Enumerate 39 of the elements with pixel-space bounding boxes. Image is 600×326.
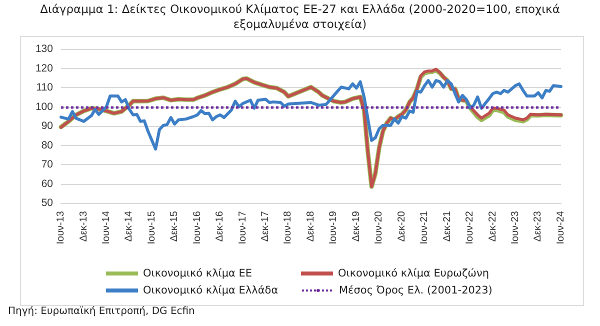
x-tick-label: Δεκ-20	[396, 210, 408, 242]
x-tick-label: Δεκ-13	[78, 210, 90, 242]
line-series	[60, 79, 562, 151]
y-tick-label: 100	[35, 100, 54, 113]
x-tick-label: Ιουν-19	[328, 210, 340, 244]
x-tick-label: Δεκ-21	[442, 210, 453, 242]
x-tick-label: Ιουν-16	[192, 210, 203, 244]
y-tick-label: 110	[36, 82, 54, 94]
x-tick-label: Ιουν-23	[510, 210, 521, 244]
y-tick-label: 70	[41, 158, 54, 170]
x-tick-label: Ιουν-22	[464, 210, 476, 244]
x-tick-label: Ιουν-21	[419, 210, 430, 244]
x-tick-label: Δεκ-17	[260, 210, 272, 242]
x-tick-label: Ιουν-13	[56, 210, 66, 244]
legend-label: Οικονομικό κλίμα Ελλάδα	[143, 284, 278, 296]
x-tick-label: Δεκ-19	[350, 210, 362, 242]
x-tick-label: Δεκ-14	[124, 210, 135, 242]
text: Πηγή: Ευρωπαϊκή Επιτροπή, DG Ecfin	[8, 306, 195, 317]
y-tick-label: 120	[35, 62, 54, 74]
chart-title: Διάγραμμα 1: Δείκτες Οικονομικού Κλίματος ΕΕ-27 και Ελλάδα (2000-2020=100, εποχικά εξομαλυμένα στοιχεία)	[40, 2, 560, 32]
x-tick-label: Δεκ-23	[532, 210, 544, 242]
legend-label: Οικονομικό κλίμα ΕΕ	[143, 268, 252, 280]
x-tick-label: Δεκ-16	[214, 210, 226, 242]
x-tick-label: Ιουν-14	[100, 210, 112, 244]
legend-label: Οικονομικό κλίμα Ευρωζώνη	[338, 268, 489, 280]
y-tick-label: 60	[41, 178, 54, 190]
y-tick-label: 130	[35, 43, 54, 55]
y-tick-label: 90	[41, 120, 54, 132]
legend-label: Μέσος Όρος Ελ. (2001-2023)	[339, 284, 492, 296]
x-tick-label: Ιουν-15	[146, 210, 158, 244]
x-tick-label: Δεκ-18	[306, 210, 316, 242]
y-tick-label: 50	[41, 197, 54, 209]
x-tick-label: Δεκ-22	[487, 210, 498, 242]
x-tick-label: Ιουν-24	[556, 210, 566, 244]
x-tick-label: Ιουν-20	[374, 210, 385, 244]
y-tick-label: 80	[41, 139, 54, 152]
x-tick-label: Ιουν-18	[282, 210, 294, 244]
x-tick-label: Δεκ-15	[169, 210, 180, 242]
x-tick-label: Ιουν-17	[237, 210, 248, 244]
